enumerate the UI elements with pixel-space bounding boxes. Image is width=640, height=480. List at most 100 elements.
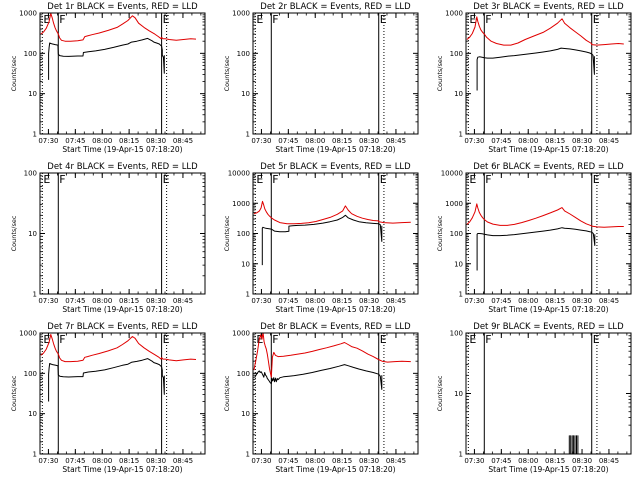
series-events-line	[48, 37, 165, 80]
y-tick-label: 100	[24, 50, 37, 58]
x-tick-label: 07:30	[38, 457, 58, 465]
y-tick-label: 100	[24, 170, 37, 178]
y-tick-label: 100	[24, 370, 37, 378]
x-tick-label: 07:45	[278, 297, 298, 305]
marker-label: F	[485, 173, 491, 186]
panel-det-3: Det 3r BLACK = Events, RED = LLD 1 10 100 10…	[436, 2, 632, 154]
series-events-line	[476, 227, 596, 271]
x-tick-label: 07:45	[65, 297, 85, 305]
y-axis-title: Counts/sec	[10, 375, 18, 411]
x-axis-title: Start Time (19-Apr-15 07:18:20)	[275, 145, 395, 154]
series-lld-line	[40, 334, 197, 363]
y-axis-title: Counts/sec	[223, 55, 231, 91]
x-axis-title: Start Time (19-Apr-15 07:18:20)	[62, 145, 182, 154]
plot-frame	[39, 332, 206, 455]
y-tick-label: 10000	[228, 170, 250, 178]
x-tick-label: 07:30	[464, 137, 484, 145]
x-tick-label: 08:30	[572, 137, 592, 145]
x-tick-label: 08:45	[386, 137, 406, 145]
x-tick-label: 08:30	[359, 457, 379, 465]
marker-label: E	[43, 13, 50, 26]
x-tick-label: 08:15	[119, 457, 139, 465]
x-tick-label: 08:45	[386, 457, 406, 465]
y-tick-label: 1	[33, 451, 37, 459]
x-tick-label: 08:30	[359, 297, 379, 305]
y-tick-label: 1000	[19, 10, 37, 18]
marker-label: E	[163, 173, 170, 186]
x-tick-label: 08:15	[545, 457, 565, 465]
y-tick-label: 10	[241, 410, 250, 418]
marker-label: F	[272, 13, 278, 26]
plot-frame	[465, 172, 632, 295]
plot-frame	[465, 12, 632, 135]
x-tick-label: 07:45	[491, 457, 511, 465]
x-tick-label: 08:30	[146, 297, 166, 305]
series-events-line	[261, 214, 383, 266]
x-tick-label: 08:00	[305, 457, 325, 465]
y-tick-label: 1	[459, 291, 463, 299]
marker-label: E	[593, 333, 600, 346]
y-axis-title: Counts/sec	[10, 55, 18, 91]
marker-label: F	[59, 173, 65, 186]
panel-title: Det 1r BLACK = Events, RED = LLD	[47, 2, 198, 12]
x-tick-label: 08:45	[173, 457, 193, 465]
y-tick-label: 1	[246, 451, 250, 459]
plot-frame	[252, 172, 419, 295]
y-tick-label: 1	[33, 131, 37, 139]
x-tick-label: 07:45	[278, 457, 298, 465]
x-axis-title: Start Time (19-Apr-15 07:18:20)	[488, 145, 608, 154]
y-tick-label: 10	[454, 390, 463, 398]
x-tick-label: 08:15	[545, 297, 565, 305]
y-tick-label: 10	[28, 410, 37, 418]
marker-label: E	[469, 333, 476, 346]
y-tick-label: 1	[33, 291, 37, 299]
y-tick-label: 1000	[445, 200, 463, 208]
panel-det-6: Det 6r BLACK = Events, RED = LLD 1 10 100 10…	[436, 162, 632, 314]
marker-label: E	[163, 13, 170, 26]
x-axis-title: Start Time (19-Apr-15 07:18:20)	[275, 305, 395, 314]
y-axis-title: Counts/sec	[436, 375, 444, 411]
y-tick-label: 100	[450, 230, 463, 238]
panel-title: Det 3r BLACK = Events, RED = LLD	[473, 2, 624, 12]
marker-label: F	[59, 13, 65, 26]
marker-label: E	[43, 173, 50, 186]
series-events-line	[476, 47, 595, 91]
y-axis-title: Counts/sec	[10, 215, 18, 251]
x-tick-label: 07:30	[251, 457, 271, 465]
x-tick-label: 08:15	[332, 137, 352, 145]
x-tick-label: 08:30	[359, 137, 379, 145]
x-tick-label: 07:45	[65, 137, 85, 145]
series-lld-line	[253, 200, 411, 225]
marker-label: E	[593, 13, 600, 26]
x-axis-title: Start Time (19-Apr-15 07:18:20)	[488, 465, 608, 474]
y-tick-label: 100	[237, 370, 250, 378]
y-tick-label: 10	[454, 90, 463, 98]
y-tick-label: 10	[241, 90, 250, 98]
x-tick-label: 07:45	[491, 137, 511, 145]
marker-label: E	[469, 173, 476, 186]
plot-frame	[39, 172, 206, 295]
x-tick-label: 07:30	[251, 137, 271, 145]
marker-label: E	[256, 173, 263, 186]
x-tick-label: 08:00	[305, 297, 325, 305]
series-events-line	[254, 364, 383, 390]
x-tick-label: 08:45	[173, 297, 193, 305]
marker-label: E	[256, 13, 263, 26]
y-axis-title: Counts/sec	[436, 55, 444, 91]
x-tick-label: 08:30	[146, 457, 166, 465]
marker-label: E	[380, 333, 387, 346]
panel-title: Det 5r BLACK = Events, RED = LLD	[260, 162, 411, 172]
x-tick-label: 08:15	[545, 137, 565, 145]
x-tick-label: 07:30	[464, 297, 484, 305]
x-tick-label: 08:00	[92, 137, 112, 145]
panel-title: Det 8r BLACK = Events, RED = LLD	[260, 322, 411, 332]
x-tick-label: 07:30	[38, 297, 58, 305]
series-lld-line	[253, 333, 411, 378]
plot-frame	[252, 332, 419, 455]
plot-frame	[252, 12, 419, 135]
panel-det-9: Det 9r BLACK = Events, RED = LLD 1 10 100 07…	[436, 322, 632, 474]
x-tick-label: 08:45	[599, 457, 619, 465]
x-tick-label: 07:30	[464, 457, 484, 465]
x-tick-label: 08:00	[518, 457, 538, 465]
series-lld-line	[40, 13, 197, 42]
